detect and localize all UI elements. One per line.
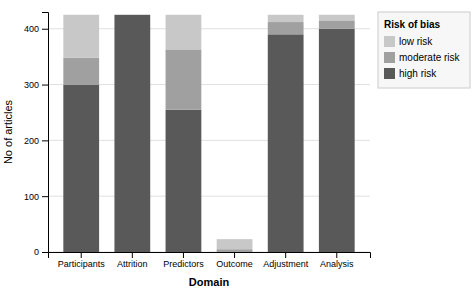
y-tick-mark (42, 252, 48, 253)
x-tick-label: Participants (58, 259, 106, 269)
bar (268, 34, 304, 252)
y-tick-label: 100 (24, 192, 39, 202)
y-axis: 0 100 200 300 400 (24, 13, 49, 258)
y-tick-label: 400 (24, 24, 39, 34)
x-tick: Analysis (320, 252, 354, 269)
bar (114, 14, 150, 15)
x-tick-mark (132, 252, 133, 258)
x-tick-label: Attrition (117, 259, 148, 269)
y-tick-label: 0 (34, 247, 39, 257)
series (63, 15, 354, 249)
bar (319, 29, 355, 252)
y-tick-label: 300 (24, 80, 39, 90)
x-tick-mark (285, 252, 286, 258)
x-tick-mark (336, 252, 337, 258)
plot: Participants Attrition Predictors Outcome Ad… (24, 13, 371, 270)
x-axis: Participants Attrition Predictors Outcome Ad… (49, 252, 371, 269)
bar (63, 58, 99, 85)
bar (217, 239, 253, 249)
x-tick: Adjustment (263, 252, 309, 269)
bar (268, 22, 304, 34)
y-tick-mark (42, 140, 48, 141)
legend-item: low risk (384, 36, 433, 47)
x-tick: Attrition (117, 252, 148, 269)
legend-label: low risk (399, 36, 433, 47)
legend-swatch (384, 36, 395, 47)
x-axis-title: Domain (189, 276, 230, 288)
y-tick-mark (42, 85, 48, 86)
bar (63, 15, 99, 58)
bar (114, 15, 150, 252)
bar (114, 14, 150, 15)
y-axis-line (42, 13, 49, 253)
x-tick-label: Outcome (216, 259, 253, 269)
y-tick-mark (42, 29, 48, 30)
x-tick: Participants (58, 252, 106, 269)
chart: Participants Attrition Predictors Outcome Ad… (0, 0, 474, 292)
bar (63, 85, 99, 252)
bar (319, 15, 355, 21)
x-axis-line (49, 253, 371, 259)
x-tick-label: Analysis (320, 259, 354, 269)
legend-label: high risk (399, 68, 437, 79)
legend-item: high risk (384, 68, 437, 79)
series (63, 20, 354, 252)
legend-title: Risk of bias (384, 19, 441, 30)
y-tick-label: 200 (24, 136, 39, 146)
y-axis-title: No of articles (2, 99, 14, 164)
legend-item: moderate risk (384, 52, 461, 63)
legend-label: moderate risk (399, 52, 461, 63)
legend-swatch (384, 52, 395, 63)
legend: Risk of bias low risk moderate risk high ri… (378, 12, 470, 88)
y-tick: 100 (24, 192, 48, 202)
legend-box (378, 12, 470, 88)
y-tick: 0 (34, 247, 48, 257)
grid (48, 29, 370, 252)
x-tick-label: Predictors (163, 259, 204, 269)
bar (268, 15, 304, 22)
x-tick: Predictors (163, 252, 204, 269)
y-tick: 400 (24, 24, 48, 34)
bar (319, 20, 355, 28)
bar (166, 15, 202, 50)
bar (166, 49, 202, 109)
y-tick: 200 (24, 136, 48, 146)
x-tick-mark (234, 252, 235, 258)
series (63, 15, 354, 252)
x-tick-mark (183, 252, 184, 258)
y-tick-mark (42, 196, 48, 197)
legend-swatch (384, 68, 395, 79)
x-tick-mark (81, 252, 82, 258)
bar (166, 110, 202, 252)
x-tick-label: Adjustment (263, 259, 309, 269)
bar (217, 249, 253, 252)
y-tick: 300 (24, 80, 48, 90)
bars (63, 15, 354, 252)
x-tick: Outcome (216, 252, 253, 269)
